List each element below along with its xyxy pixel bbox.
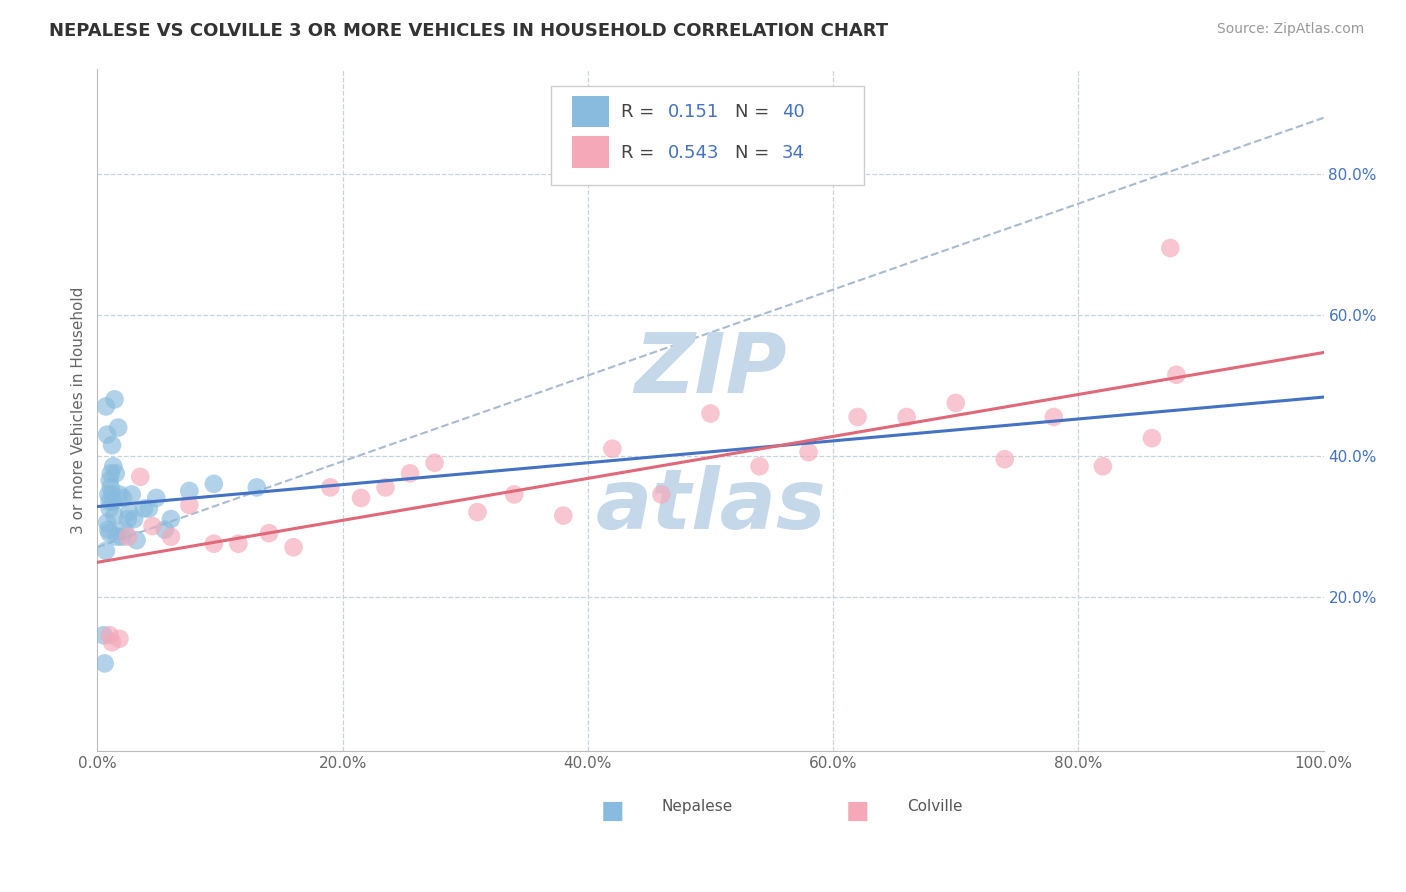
Point: [98, 501, 121, 516]
Point: [319, 480, 342, 494]
Point: [699, 407, 721, 421]
Point: [101, 487, 124, 501]
Text: 34: 34: [782, 144, 804, 161]
Point: [111, 530, 134, 544]
Point: [202, 476, 225, 491]
Point: [101, 438, 124, 452]
Bar: [572, 95, 609, 128]
Point: [202, 537, 225, 551]
Point: [1091, 459, 1114, 474]
Text: NEPALESE VS COLVILLE 3 OR MORE VEHICLES IN HOUSEHOLD CORRELATION CHART: NEPALESE VS COLVILLE 3 OR MORE VEHICLES …: [49, 22, 889, 40]
Point: [1166, 368, 1188, 382]
Point: [94, 400, 117, 414]
Bar: [572, 136, 609, 168]
Point: [748, 459, 770, 474]
Point: [118, 505, 141, 519]
Point: [350, 491, 373, 505]
Point: [98, 526, 121, 541]
Text: Nepalese: Nepalese: [661, 799, 733, 814]
Point: [145, 491, 167, 505]
Point: [160, 512, 183, 526]
Point: [179, 498, 201, 512]
Point: [101, 635, 124, 649]
Text: N =: N =: [735, 103, 775, 120]
Text: 0.543: 0.543: [668, 144, 718, 161]
Point: [160, 530, 183, 544]
Point: [283, 540, 305, 554]
Point: [117, 512, 139, 526]
Text: ■: ■: [600, 799, 624, 823]
Text: 40: 40: [782, 103, 804, 120]
Point: [103, 494, 125, 508]
Point: [98, 628, 121, 642]
Point: [141, 519, 163, 533]
Point: [117, 530, 139, 544]
Point: [374, 480, 396, 494]
Text: ZIP: ZIP: [634, 329, 787, 410]
Point: [399, 467, 422, 481]
Y-axis label: 3 or more Vehicles in Household: 3 or more Vehicles in Household: [72, 286, 86, 533]
Point: [257, 526, 280, 541]
Point: [138, 501, 160, 516]
Point: [108, 632, 131, 646]
Point: [103, 459, 125, 474]
Point: [246, 480, 269, 494]
Point: [1043, 409, 1066, 424]
Point: [107, 420, 129, 434]
Point: [467, 505, 489, 519]
Point: [1140, 431, 1163, 445]
Point: [96, 516, 118, 530]
Text: ■: ■: [846, 799, 869, 823]
Point: [103, 508, 125, 523]
Point: [112, 523, 135, 537]
Point: [503, 487, 526, 501]
Point: [153, 523, 176, 537]
Point: [98, 474, 121, 488]
Point: [93, 657, 115, 671]
Point: [797, 445, 820, 459]
Text: atlas: atlas: [595, 465, 825, 546]
Point: [228, 537, 250, 551]
Point: [846, 409, 869, 424]
Point: [105, 530, 128, 544]
Point: [97, 523, 120, 537]
Text: Colville: Colville: [907, 799, 962, 814]
Point: [98, 494, 121, 508]
Text: Source: ZipAtlas.com: Source: ZipAtlas.com: [1216, 22, 1364, 37]
Point: [423, 456, 446, 470]
Point: [122, 512, 145, 526]
Point: [179, 483, 201, 498]
Point: [97, 487, 120, 501]
Point: [125, 533, 148, 548]
Text: R =: R =: [621, 144, 659, 161]
Text: N =: N =: [735, 144, 775, 161]
Point: [553, 508, 575, 523]
Point: [945, 396, 967, 410]
Point: [112, 491, 135, 505]
FancyBboxPatch shape: [551, 86, 863, 185]
Point: [602, 442, 624, 456]
Point: [96, 427, 118, 442]
Point: [896, 409, 918, 424]
Point: [104, 467, 127, 481]
Point: [94, 543, 117, 558]
Point: [129, 470, 152, 484]
Point: [994, 452, 1017, 467]
Point: [132, 501, 155, 516]
Point: [650, 487, 672, 501]
Point: [93, 628, 115, 642]
Point: [100, 467, 122, 481]
Point: [121, 487, 143, 501]
Point: [103, 392, 125, 407]
Point: [1159, 241, 1181, 255]
Text: 0.151: 0.151: [668, 103, 718, 120]
Point: [108, 487, 131, 501]
Point: [100, 480, 122, 494]
Text: R =: R =: [621, 103, 659, 120]
